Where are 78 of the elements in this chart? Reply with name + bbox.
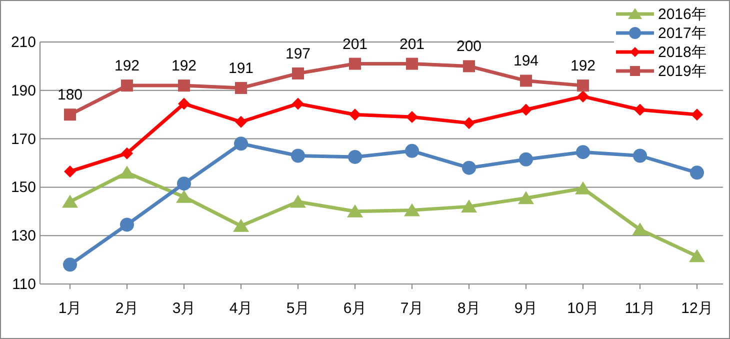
point xyxy=(632,222,648,236)
x-tick-label: 4月 xyxy=(229,300,253,317)
legend-label: 2017年 xyxy=(658,25,706,42)
x-tick-label: 6月 xyxy=(343,300,367,317)
point xyxy=(120,218,134,232)
x-tick-label: 2月 xyxy=(115,300,139,317)
legend-label: 2016年 xyxy=(658,6,706,23)
legend-label: 2018年 xyxy=(658,44,706,61)
point xyxy=(463,117,475,130)
point xyxy=(177,176,191,191)
point xyxy=(121,80,133,92)
point xyxy=(406,111,418,124)
data-label: 200 xyxy=(456,38,482,56)
x-tick-label: 5月 xyxy=(286,300,310,317)
point xyxy=(577,90,589,102)
x-tick-label: 12月 xyxy=(681,300,713,317)
data-label: 192 xyxy=(171,58,197,75)
point xyxy=(64,165,76,178)
point xyxy=(63,258,77,272)
point xyxy=(461,200,477,213)
point xyxy=(121,147,133,160)
point xyxy=(178,80,190,92)
point xyxy=(690,166,704,180)
point xyxy=(234,136,248,151)
point xyxy=(520,74,532,87)
point xyxy=(406,58,418,70)
point xyxy=(292,98,304,110)
point xyxy=(349,58,361,70)
point xyxy=(290,194,306,208)
data-label: 201 xyxy=(342,36,368,53)
point xyxy=(235,82,247,94)
point xyxy=(520,104,532,116)
x-tick-label: 3月 xyxy=(172,300,196,317)
point xyxy=(233,218,249,232)
point xyxy=(62,194,78,208)
point xyxy=(291,148,305,163)
x-tick-label: 11月 xyxy=(624,300,656,317)
data-label: 180 xyxy=(57,86,83,104)
x-tick-label: 10月 xyxy=(567,300,599,317)
x-tick-label: 7月 xyxy=(400,300,424,317)
point xyxy=(64,108,76,121)
point xyxy=(691,108,703,121)
legend-label: 2019年 xyxy=(658,63,706,80)
point xyxy=(347,204,363,218)
point xyxy=(235,116,247,128)
data-label: 194 xyxy=(513,52,539,70)
y-tick-label: 190 xyxy=(10,82,36,100)
y-tick-label: 110 xyxy=(12,276,36,293)
point xyxy=(348,150,362,164)
point xyxy=(176,190,192,203)
x-tick-label: 9月 xyxy=(514,300,538,317)
point xyxy=(405,144,419,158)
point xyxy=(463,60,475,72)
point xyxy=(462,160,476,175)
point xyxy=(689,249,705,262)
point xyxy=(577,80,589,92)
y-tick-label: 130 xyxy=(10,228,36,245)
point xyxy=(575,181,591,194)
x-tick-label: 1月 xyxy=(58,300,82,317)
point xyxy=(576,145,590,160)
y-tick-label: 150 xyxy=(10,179,36,196)
point xyxy=(634,104,646,116)
point xyxy=(404,203,420,216)
point xyxy=(178,98,190,110)
point xyxy=(349,108,361,121)
point xyxy=(633,148,647,163)
data-label: 192 xyxy=(570,58,596,75)
data-label: 197 xyxy=(285,45,311,62)
point xyxy=(292,67,304,80)
point xyxy=(519,152,533,166)
data-label: 201 xyxy=(399,36,425,53)
y-tick-label: 210 xyxy=(10,34,36,51)
data-label: 192 xyxy=(114,58,140,75)
x-tick-label: 8月 xyxy=(457,300,481,317)
point xyxy=(119,166,135,179)
point xyxy=(518,191,534,204)
y-tick-label: 170 xyxy=(10,130,36,148)
data-label: 191 xyxy=(228,60,254,77)
